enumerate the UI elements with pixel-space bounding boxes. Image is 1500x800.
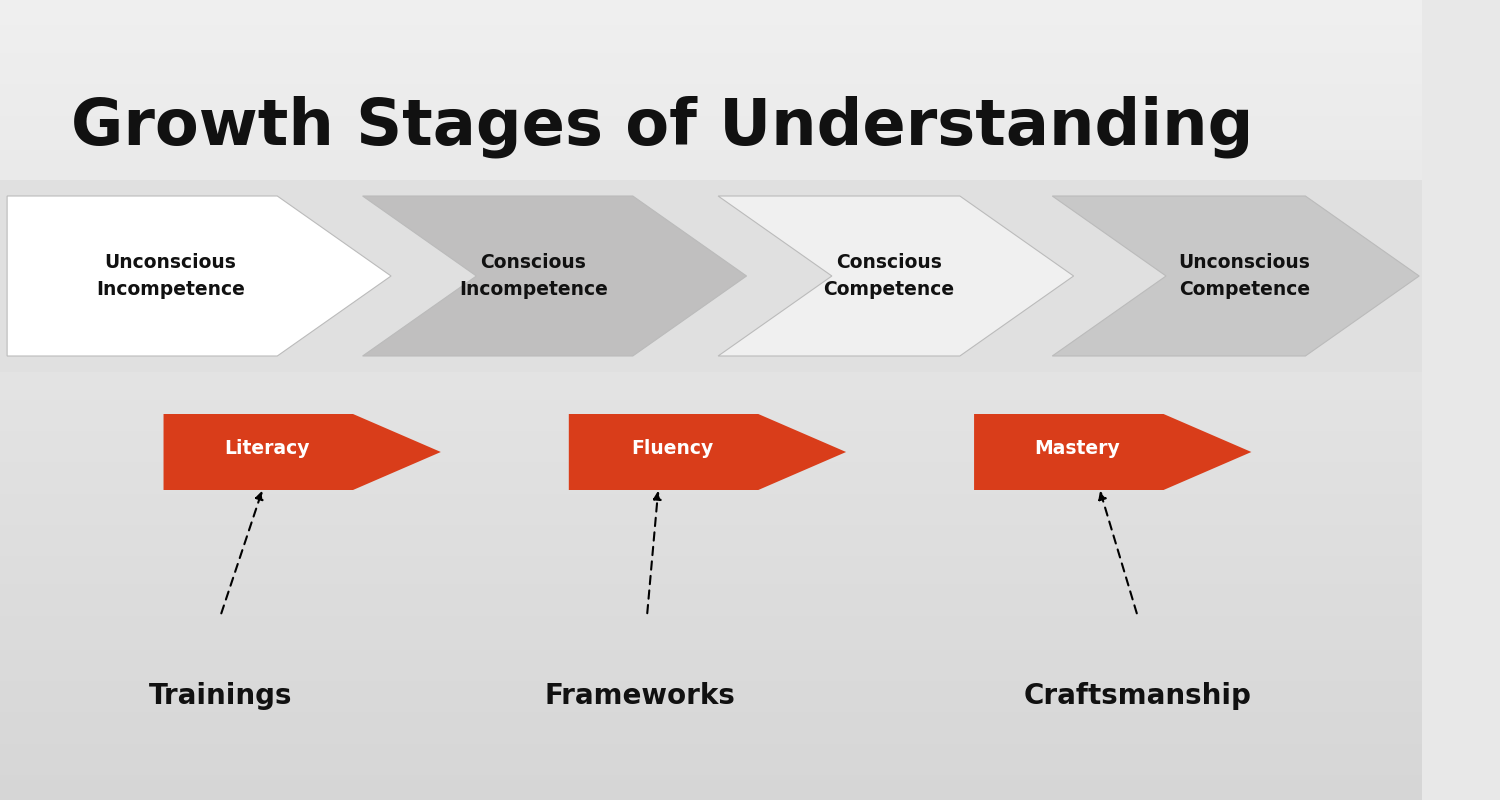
Text: Growth Stages of Understanding: Growth Stages of Understanding [70, 96, 1254, 158]
Text: Conscious
Incompetence: Conscious Incompetence [459, 254, 608, 298]
Text: Unconscious
Competence: Unconscious Competence [1179, 254, 1310, 298]
Text: Trainings: Trainings [148, 682, 292, 710]
Polygon shape [8, 196, 392, 356]
Polygon shape [974, 414, 1251, 490]
Text: Fluency: Fluency [632, 438, 712, 458]
Polygon shape [164, 414, 441, 490]
Text: Literacy: Literacy [224, 438, 309, 458]
Bar [0, 180, 1422, 372]
Text: Conscious
Competence: Conscious Competence [824, 254, 954, 298]
Text: Unconscious
Incompetence: Unconscious Incompetence [96, 254, 244, 298]
Text: Craftsmanship: Craftsmanship [1023, 682, 1251, 710]
Polygon shape [718, 196, 1074, 356]
Text: Frameworks: Frameworks [544, 682, 735, 710]
Polygon shape [568, 414, 846, 490]
Polygon shape [1053, 196, 1419, 356]
Polygon shape [363, 196, 747, 356]
Text: Mastery: Mastery [1035, 438, 1120, 458]
